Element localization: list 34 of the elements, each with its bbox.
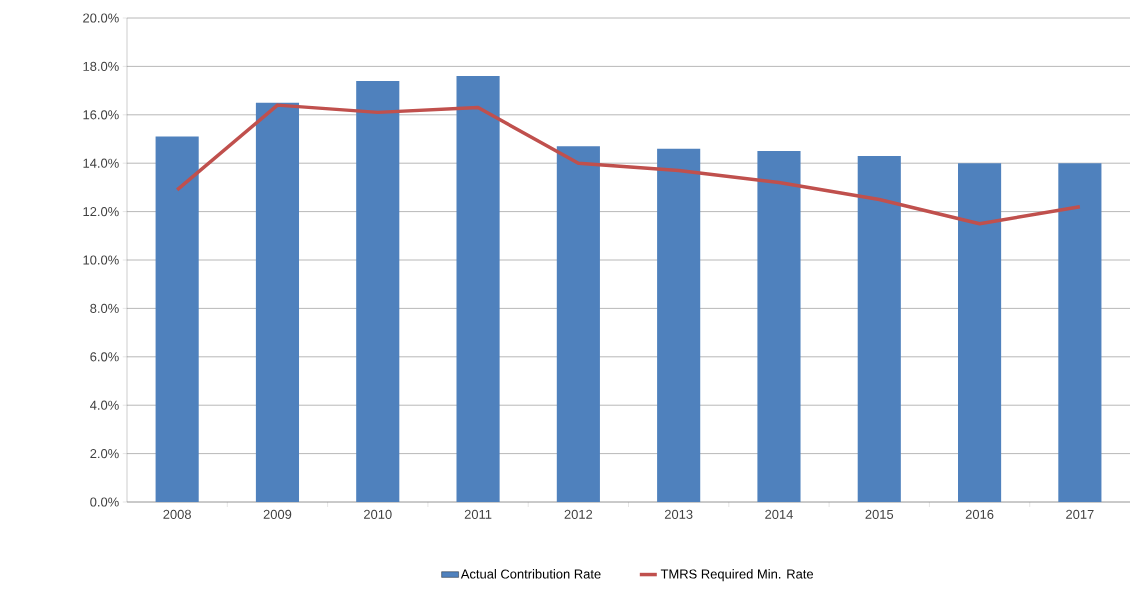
x-tick-label: 2008 <box>163 509 191 519</box>
y-tick-label: 16.0% <box>83 110 119 120</box>
y-tick-label: 18.0% <box>83 61 119 71</box>
y-tick-label: 4.0% <box>90 400 119 410</box>
bar <box>556 146 600 502</box>
legend-label: TMRS Required Min. Rate <box>660 569 814 582</box>
line-series <box>175 103 1082 226</box>
bar <box>857 155 901 502</box>
y-tick-label: 14.0% <box>83 158 119 168</box>
y-tick-label: 2.0% <box>90 449 119 459</box>
x-tick-label: 2009 <box>263 509 292 519</box>
y-tick-label: 10.0% <box>83 255 119 265</box>
bar <box>456 76 500 502</box>
bar <box>958 163 1002 502</box>
bar <box>757 151 801 502</box>
bar <box>255 102 300 502</box>
x-tick-label: 2013 <box>664 509 693 519</box>
x-tick-label: 2016 <box>965 509 994 519</box>
y-tick-label: 6.0% <box>90 352 119 362</box>
legend-label: Actual Contribution Rate <box>460 569 601 579</box>
x-tick-label: 2012 <box>564 509 593 519</box>
y-tick-label: 0.0% <box>90 497 119 507</box>
x-tick-label: 2017 <box>1066 509 1094 519</box>
y-tick-label: 8.0% <box>90 303 119 313</box>
y-tick-label: 20.0% <box>83 13 119 23</box>
bar <box>155 136 199 502</box>
x-tick-label: 2010 <box>364 509 392 519</box>
bar <box>356 80 400 502</box>
x-tick-label: 2011 <box>464 509 492 519</box>
x-tick-label: 2014 <box>765 509 793 519</box>
bar <box>657 148 701 502</box>
x-tick-label: 2015 <box>865 509 894 519</box>
y-tick-label: 12.0% <box>83 207 119 217</box>
bar <box>1058 163 1102 502</box>
